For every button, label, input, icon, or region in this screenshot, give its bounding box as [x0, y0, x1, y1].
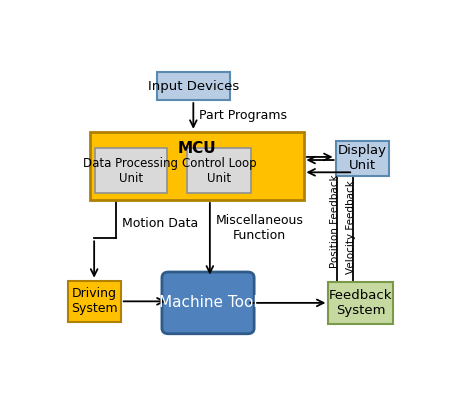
Text: MCU: MCU	[178, 141, 216, 156]
FancyBboxPatch shape	[328, 282, 392, 324]
Text: Machine Tool: Machine Tool	[159, 295, 257, 310]
FancyBboxPatch shape	[336, 141, 389, 176]
FancyBboxPatch shape	[91, 132, 303, 200]
Text: Miscellaneous
Function: Miscellaneous Function	[215, 213, 303, 242]
FancyBboxPatch shape	[187, 148, 251, 193]
Text: Control Loop
Unit: Control Loop Unit	[182, 157, 256, 185]
Text: Feedback
System: Feedback System	[329, 289, 392, 317]
FancyBboxPatch shape	[67, 280, 121, 322]
Text: Driving
System: Driving System	[71, 287, 118, 315]
Text: Display
Unit: Display Unit	[338, 144, 387, 172]
Text: Input Devices: Input Devices	[148, 80, 239, 93]
FancyBboxPatch shape	[95, 148, 167, 193]
Text: Position Feedback: Position Feedback	[330, 174, 340, 268]
FancyBboxPatch shape	[156, 73, 230, 100]
Text: Velocity Feedback: Velocity Feedback	[346, 180, 356, 274]
Text: Part Programs: Part Programs	[199, 109, 287, 122]
FancyBboxPatch shape	[162, 272, 254, 334]
Text: Data Processing
Unit: Data Processing Unit	[83, 157, 178, 185]
Text: Motion Data: Motion Data	[122, 217, 198, 229]
